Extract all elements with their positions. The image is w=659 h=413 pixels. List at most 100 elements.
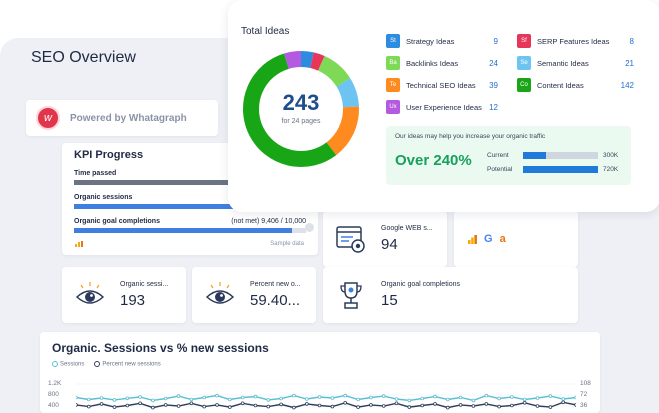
series-point[interactable] <box>510 403 514 408</box>
series-point[interactable] <box>381 394 386 398</box>
goal-completions-card: Organic goal completions 15 <box>323 267 578 323</box>
idea-category[interactable]: Ba Backlinks Ideas <box>386 56 458 70</box>
series-point[interactable] <box>497 396 501 401</box>
series-point[interactable] <box>189 397 194 402</box>
idea-category[interactable]: St Strategy Ideas <box>386 34 454 48</box>
series-point[interactable] <box>76 403 78 407</box>
kpi-toggle-knob[interactable] <box>305 223 314 232</box>
series-point[interactable] <box>458 403 463 407</box>
series-point[interactable] <box>76 395 78 400</box>
series-point[interactable] <box>574 403 576 407</box>
series-point[interactable] <box>317 403 322 408</box>
donut-segment[interactable] <box>326 106 359 156</box>
series-point[interactable] <box>163 403 168 407</box>
series-point[interactable] <box>484 393 489 398</box>
series-point[interactable] <box>305 397 309 401</box>
donut-segment[interactable] <box>310 52 325 71</box>
series-point[interactable] <box>471 404 476 408</box>
donut-segment[interactable] <box>284 51 302 69</box>
donut-segment[interactable] <box>336 78 359 108</box>
series-point[interactable] <box>253 394 258 399</box>
series-point[interactable] <box>151 405 155 410</box>
series-point[interactable] <box>138 395 142 399</box>
series-point[interactable] <box>433 394 437 399</box>
idea-category[interactable]: Sf SERP Features Ideas <box>517 34 609 48</box>
series-point[interactable] <box>87 397 91 402</box>
series-point[interactable] <box>471 398 476 403</box>
series-point[interactable] <box>163 396 168 401</box>
series-point[interactable] <box>87 404 91 409</box>
series-point[interactable] <box>369 395 373 400</box>
idea-category[interactable]: Te Technical SEO Ideas <box>386 78 476 92</box>
legend-percent-new[interactable]: Percent new sessions <box>94 361 161 368</box>
series-point[interactable] <box>574 395 576 400</box>
series-point[interactable] <box>125 396 130 401</box>
analytics-icon <box>468 234 477 244</box>
series-point[interactable] <box>292 393 296 398</box>
series-point[interactable] <box>202 395 206 400</box>
series-point[interactable] <box>535 396 540 400</box>
idea-category[interactable]: Se Semantic Ideas <box>517 56 589 70</box>
series-point[interactable] <box>535 404 540 408</box>
series-point[interactable] <box>279 396 283 401</box>
series-point[interactable] <box>369 403 373 407</box>
series-point[interactable] <box>343 400 348 405</box>
series-point[interactable] <box>510 395 514 399</box>
series-point[interactable] <box>330 404 335 409</box>
category-badge-icon: Se <box>517 56 531 70</box>
series-point[interactable] <box>343 393 348 398</box>
series-point[interactable] <box>394 397 399 401</box>
series-point[interactable] <box>138 401 142 406</box>
series-point[interactable] <box>445 397 450 402</box>
series-point[interactable] <box>228 405 232 409</box>
series-point[interactable] <box>99 396 104 400</box>
series-point[interactable] <box>125 403 130 408</box>
legend-sessions[interactable]: Sessions <box>52 361 84 368</box>
donut-segment[interactable] <box>317 56 351 87</box>
series-point[interactable] <box>215 403 219 407</box>
series-point[interactable] <box>253 403 258 408</box>
series-point[interactable] <box>305 402 309 406</box>
series-point[interactable] <box>407 398 412 403</box>
series-point[interactable] <box>317 395 322 399</box>
series-point[interactable] <box>292 405 296 410</box>
idea-category[interactable]: Co Content Ideas <box>517 78 584 92</box>
series-point[interactable] <box>215 393 219 398</box>
series-point[interactable] <box>381 404 386 408</box>
series-point[interactable] <box>356 405 360 409</box>
series-point[interactable] <box>240 401 245 406</box>
series-point[interactable] <box>548 394 553 398</box>
series-point[interactable] <box>458 395 463 400</box>
series-point[interactable] <box>548 405 553 409</box>
donut-segment[interactable] <box>300 51 314 69</box>
series-point[interactable] <box>99 402 104 406</box>
series-point[interactable] <box>407 405 412 409</box>
series-point[interactable] <box>330 396 335 400</box>
series-point[interactable] <box>561 400 566 405</box>
series-point[interactable] <box>445 405 450 410</box>
series-point[interactable] <box>561 397 566 401</box>
series-point[interactable] <box>497 404 501 409</box>
series-point[interactable] <box>279 402 283 407</box>
series-point[interactable] <box>394 401 399 406</box>
series-point[interactable] <box>176 394 181 398</box>
series-point[interactable] <box>420 403 425 408</box>
series-point[interactable] <box>151 398 155 403</box>
series-point[interactable] <box>433 402 437 406</box>
series-point[interactable] <box>176 404 181 408</box>
donut-segment[interactable] <box>243 53 337 167</box>
series-point[interactable] <box>202 404 206 409</box>
idea-category[interactable]: Ux User Experience Ideas <box>386 100 482 114</box>
series-point[interactable] <box>420 396 425 401</box>
series-point[interactable] <box>112 398 117 402</box>
series-point[interactable] <box>522 397 527 402</box>
series-point[interactable] <box>266 404 271 409</box>
series-point[interactable] <box>356 397 360 402</box>
series-point[interactable] <box>522 400 527 405</box>
series-point[interactable] <box>112 405 117 409</box>
series-point[interactable] <box>484 402 489 406</box>
series-point[interactable] <box>228 397 232 402</box>
series-point[interactable] <box>189 401 194 406</box>
series-point[interactable] <box>240 395 245 400</box>
series-point[interactable] <box>266 398 271 402</box>
